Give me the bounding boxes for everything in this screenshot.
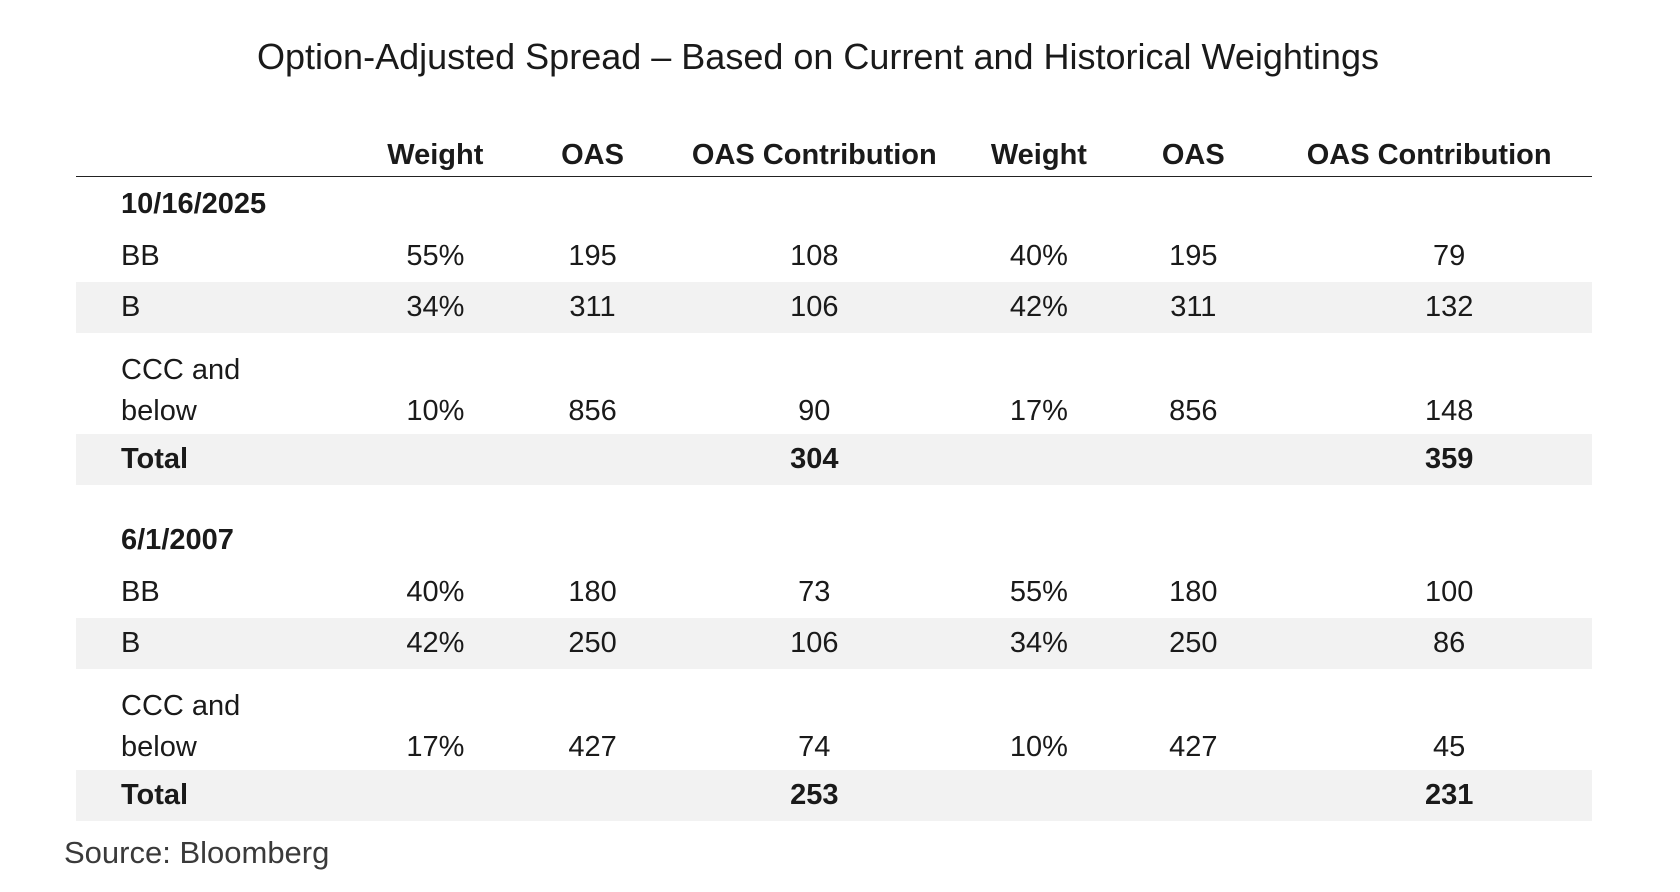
total-contribution-1: 304 [671,434,958,485]
row-label-line1: CCC and [121,690,241,722]
total-row: Total 304 359 [76,434,1592,485]
cell-oas-1: 195 [568,240,617,272]
header-weight-current: Weight [356,134,514,177]
cell-contribution-1: 106 [671,618,958,669]
row-label: CCC and below [76,333,357,434]
cell-contribution-2: 86 [1266,618,1592,669]
header-oas-contribution-current: OAS Contribution [671,134,958,177]
cell-weight-1: 40% [406,576,465,608]
cell-contribution-2: 148 [1424,395,1474,427]
table-row: BB 40% 180 73 55% 180 100 [76,567,1592,618]
section-date-row: 10/16/2025 [76,177,1592,232]
cell-contribution-1: 108 [790,240,839,272]
total-contribution-2: 231 [1266,770,1592,821]
cell-oas-2: 180 [1169,576,1218,608]
table-row: CCC and below 10% 856 90 17% 856 148 [76,333,1592,434]
cell-oas-2: 427 [1169,731,1218,763]
row-label-line2: below [121,395,197,427]
cell-contribution-1: 90 [798,395,831,427]
page-title: Option-Adjusted Spread – Based on Curren… [257,36,1379,77]
row-label: B [76,618,357,669]
total-contribution-1: 253 [671,770,958,821]
empty-cell [356,770,514,821]
cell-contribution-1: 73 [798,576,831,608]
header-oas-historical: OAS [1120,134,1267,177]
cell-oas-2: 250 [1120,618,1267,669]
oas-table: Weight OAS OAS Contribution Weight OAS O… [76,134,1592,821]
cell-weight-2: 40% [1009,240,1068,272]
cell-contribution-2: 100 [1424,576,1474,608]
row-label-line2: below [121,731,197,763]
table-row: B 34% 311 106 42% 311 132 [76,282,1592,333]
cell-oas-2: 311 [1120,282,1267,333]
cell-weight-2: 10% [1009,731,1068,763]
cell-contribution-1: 74 [798,731,831,763]
cell-contribution-1: 106 [671,282,958,333]
header-weight-historical: Weight [957,134,1121,177]
cell-weight-2: 42% [957,282,1121,333]
row-label-line1: CCC and [121,354,241,386]
section-date: 6/1/2007 [121,523,234,556]
table-row: BB 55% 195 108 40% 195 79 [76,231,1592,282]
section-date: 10/16/2025 [121,187,267,220]
total-row: Total 253 231 [76,770,1592,821]
cell-oas-1: 250 [513,618,672,669]
empty-cell [957,770,1121,821]
cell-weight-1: 34% [356,282,514,333]
empty-cell [356,434,514,485]
section-date-row: 6/1/2007 [76,513,1592,567]
spacer-cell [76,485,1592,513]
row-label: CCC and below [76,669,357,770]
table-row: B 42% 250 106 34% 250 86 [76,618,1592,669]
cell-contribution-2: 79 [1433,240,1466,272]
section-spacer [76,485,1592,513]
source-note: Source: Bloomberg [64,835,330,870]
header-oas-current: OAS [513,134,672,177]
cell-weight-1: 17% [406,731,465,763]
header-row: Weight OAS OAS Contribution Weight OAS O… [76,134,1592,177]
row-label: B [76,282,357,333]
cell-contribution-2: 132 [1266,282,1592,333]
cell-weight-2: 55% [1009,576,1068,608]
cell-oas-1: 427 [568,731,617,763]
total-label: Total [76,770,357,821]
cell-oas-2: 195 [1169,240,1218,272]
cell-oas-2: 856 [1169,395,1218,427]
cell-contribution-2: 45 [1433,731,1466,763]
cell-oas-1: 180 [568,576,617,608]
empty-cell [957,434,1121,485]
cell-oas-1: 311 [513,282,672,333]
empty-cell [1120,434,1267,485]
total-label: Total [76,434,357,485]
row-label: BB [121,240,160,272]
cell-weight-1: 42% [356,618,514,669]
table-row: CCC and below 17% 427 74 10% 427 45 [76,669,1592,770]
cell-oas-1: 856 [568,395,617,427]
empty-cell [513,434,672,485]
cell-weight-2: 17% [1009,395,1068,427]
total-contribution-2: 359 [1266,434,1592,485]
cell-weight-1: 55% [406,240,465,272]
header-oas-contribution-historical: OAS Contribution [1266,134,1592,177]
header-blank [76,134,357,177]
empty-cell [1120,770,1267,821]
row-label: BB [121,576,160,608]
empty-cell [513,770,672,821]
cell-weight-2: 34% [957,618,1121,669]
cell-weight-1: 10% [406,395,465,427]
